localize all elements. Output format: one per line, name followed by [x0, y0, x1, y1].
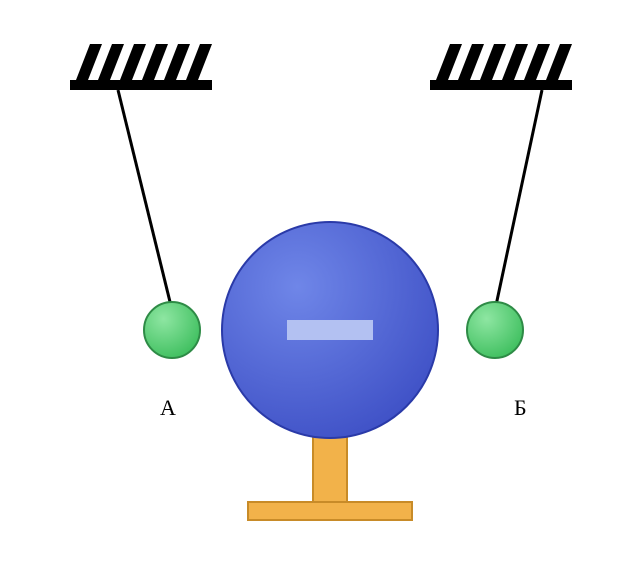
diagram-svg [0, 0, 638, 568]
ceiling-right [430, 44, 572, 90]
stand-post [313, 430, 347, 502]
pendulum-label-a: А [160, 395, 176, 421]
diagram-stage: А Б [0, 0, 638, 568]
stand-base [248, 502, 412, 520]
pendulum-label-b: Б [514, 395, 527, 421]
minus-sign-icon [287, 320, 373, 340]
string-left [118, 90, 172, 310]
string-right [495, 90, 542, 310]
pendulum-ball-b [467, 302, 523, 358]
pendulum-ball-a [144, 302, 200, 358]
ceiling-left [70, 44, 212, 90]
